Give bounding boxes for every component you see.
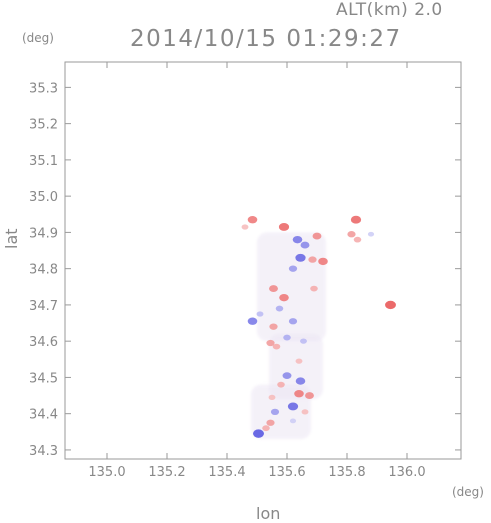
x-tick-label: 135.8: [328, 465, 365, 480]
x-tick-label: 135.6: [268, 465, 305, 480]
echo-cell: [288, 265, 298, 272]
x-tick-label: 135.4: [208, 465, 245, 480]
echo-cell: [295, 358, 303, 364]
x-tick-label: 136.0: [388, 465, 425, 480]
echo-cell: [300, 241, 310, 249]
echo-cell: [350, 215, 362, 224]
y-tick-label: 34.8: [29, 263, 58, 278]
echo-cell: [308, 256, 317, 263]
echo-cell: [287, 402, 299, 411]
echo-cell: [272, 343, 281, 350]
echo-cell: [278, 223, 290, 231]
x-axis-unit: (deg): [452, 485, 484, 499]
y-tick-label: 34.5: [29, 371, 58, 386]
echo-cell: [253, 429, 264, 438]
echo-cell: [289, 418, 297, 424]
echo-cell: [295, 377, 306, 385]
echo-cell: [247, 317, 258, 325]
echo-cell: [269, 323, 278, 330]
timestamp-title: 2014/10/15 01:29:27: [130, 26, 402, 52]
echo-cell: [294, 390, 304, 398]
plot-frame: [64, 61, 462, 460]
echo-cell: [277, 381, 285, 388]
echo-cell: [288, 318, 298, 325]
echo-cell: [266, 339, 275, 347]
y-axis-unit: (deg): [22, 31, 54, 45]
echo-cell: [275, 305, 284, 312]
echo-cell: [347, 231, 356, 238]
echo-cell: [300, 338, 307, 344]
y-tick-label: 34.7: [29, 299, 58, 314]
echo-cell: [256, 311, 264, 317]
echo-cell: [282, 372, 292, 380]
echo-cell: [385, 300, 396, 310]
altitude-label: ALT(km) 2.0: [336, 0, 443, 20]
echo-cell: [301, 409, 309, 415]
x-axis-label: lon: [256, 504, 281, 523]
y-tick-label: 34.4: [29, 408, 58, 423]
echo-cell: [353, 236, 362, 243]
echo-cell: [241, 224, 249, 230]
echo-cell: [270, 408, 280, 416]
echo-cell: [305, 392, 314, 399]
y-tick-label: 34.3: [29, 444, 58, 459]
echo-cell: [292, 235, 303, 244]
echo-cell: [279, 293, 289, 302]
y-tick-label: 34.9: [29, 226, 58, 241]
echo-cell: [269, 285, 278, 293]
y-tick-label: 35.0: [29, 190, 58, 205]
y-tick-label: 35.3: [29, 81, 58, 96]
echo-cells-layer: [241, 215, 396, 438]
x-tick-label: 135.0: [88, 465, 125, 480]
echo-cell: [266, 419, 275, 426]
echo-cell: [268, 394, 276, 401]
echo-cell: [367, 231, 375, 237]
echo-cell: [247, 216, 258, 224]
y-axis-ticks: 34.3 34.4 34.5 34.6 34.7 34.8 34.9 35.0 35.1 35.2…: [29, 81, 461, 459]
echo-cell: [283, 334, 291, 341]
echo-cell: [312, 232, 322, 240]
y-tick-label: 34.6: [29, 335, 58, 350]
echo-cell: [262, 425, 270, 432]
y-tick-label: 35.1: [29, 154, 58, 169]
echo-cell: [310, 285, 318, 292]
echo-cell: [318, 257, 328, 266]
y-tick-label: 35.2: [29, 118, 58, 133]
x-axis-ticks: 135.0 135.2 135.4 135.6 135.8 136.0: [88, 62, 426, 480]
x-tick-label: 135.2: [148, 465, 185, 480]
echo-cell: [295, 253, 306, 262]
